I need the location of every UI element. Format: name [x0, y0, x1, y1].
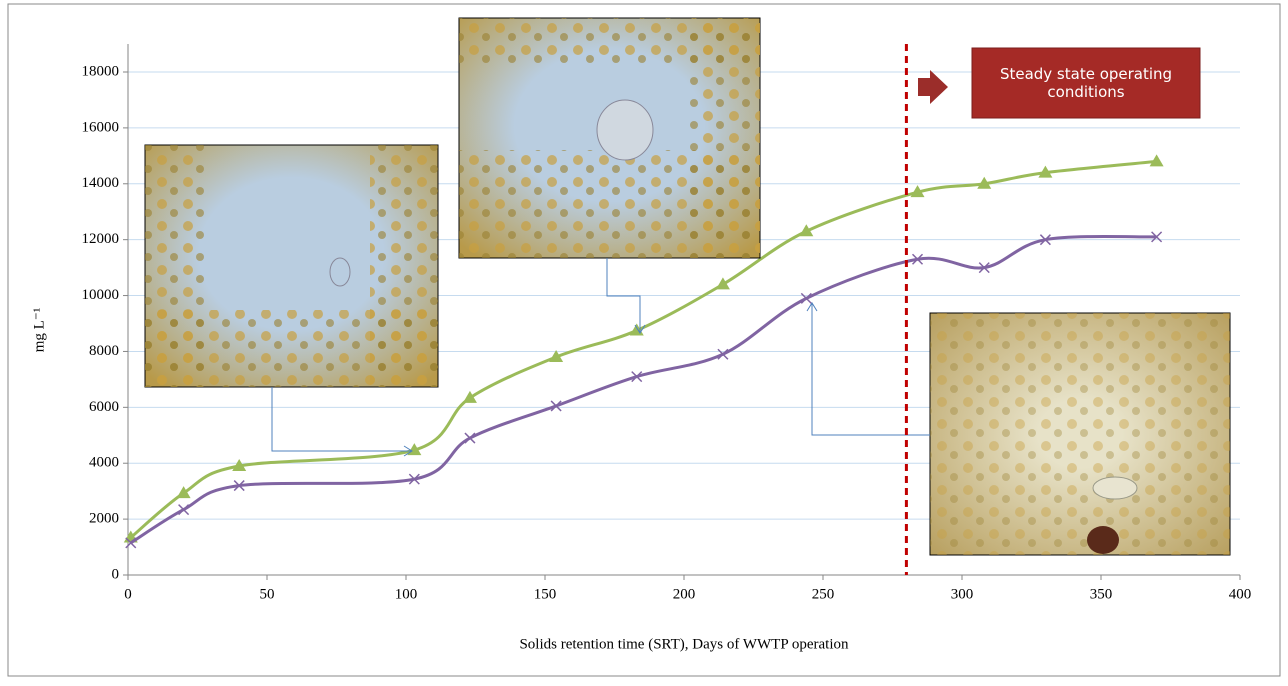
- y-tick-label: 0: [112, 566, 120, 582]
- marker: [1149, 154, 1164, 167]
- x-tick-label: 200: [673, 586, 696, 602]
- y-tick-label: 10000: [82, 287, 120, 303]
- x-tick-label: 50: [260, 586, 275, 602]
- marker: [1038, 165, 1053, 178]
- x-tick-label: 250: [812, 586, 835, 602]
- marker: [910, 185, 925, 198]
- x-tick-label: 0: [124, 586, 132, 602]
- marker: [549, 350, 564, 363]
- x-tick-label: 150: [534, 586, 557, 602]
- marker: [715, 277, 730, 290]
- y-tick-label: 6000: [89, 399, 119, 415]
- y-tick-label: 16000: [82, 119, 120, 135]
- x-axis-label: Solids retention time (SRT), Days of WWT…: [519, 636, 849, 652]
- marker: [911, 253, 924, 265]
- marker: [178, 504, 190, 516]
- micrograph: [144, 144, 439, 388]
- y-tick-label: 2000: [89, 511, 119, 527]
- y-tick-label: 12000: [82, 231, 120, 247]
- marker: [631, 371, 643, 383]
- annotation-wrap: Steady state operating conditions: [999, 65, 1173, 101]
- marker: [125, 537, 137, 549]
- marker: [233, 480, 245, 492]
- x-tick-label: 300: [951, 586, 974, 602]
- marker: [464, 432, 476, 444]
- micrograph: [929, 312, 1231, 556]
- marker: [978, 262, 990, 274]
- annotation: Steady state operating conditions: [999, 65, 1173, 101]
- y-tick-label: 18000: [82, 63, 120, 79]
- x-tick-label: 350: [1090, 586, 1113, 602]
- marker: [550, 400, 562, 412]
- y-tick-label: 4000: [89, 455, 119, 471]
- marker: [1039, 234, 1051, 246]
- annotation-box: [971, 47, 1201, 119]
- x-tick-label: 100: [395, 586, 418, 602]
- marker: [1151, 231, 1163, 243]
- marker: [800, 292, 812, 304]
- marker: [977, 176, 992, 189]
- arrow: [918, 70, 948, 104]
- marker: [799, 224, 814, 237]
- marker: [717, 348, 729, 360]
- micrograph: [458, 17, 761, 259]
- y-axis-label: mg L⁻¹: [31, 308, 47, 353]
- marker: [232, 459, 247, 472]
- y-tick-label: 8000: [89, 343, 119, 359]
- marker: [408, 473, 420, 485]
- marker: [176, 486, 191, 499]
- x-tick-label: 400: [1229, 586, 1252, 602]
- marker: [462, 390, 477, 403]
- y-tick-label: 14000: [82, 175, 120, 191]
- connector: [271, 258, 930, 457]
